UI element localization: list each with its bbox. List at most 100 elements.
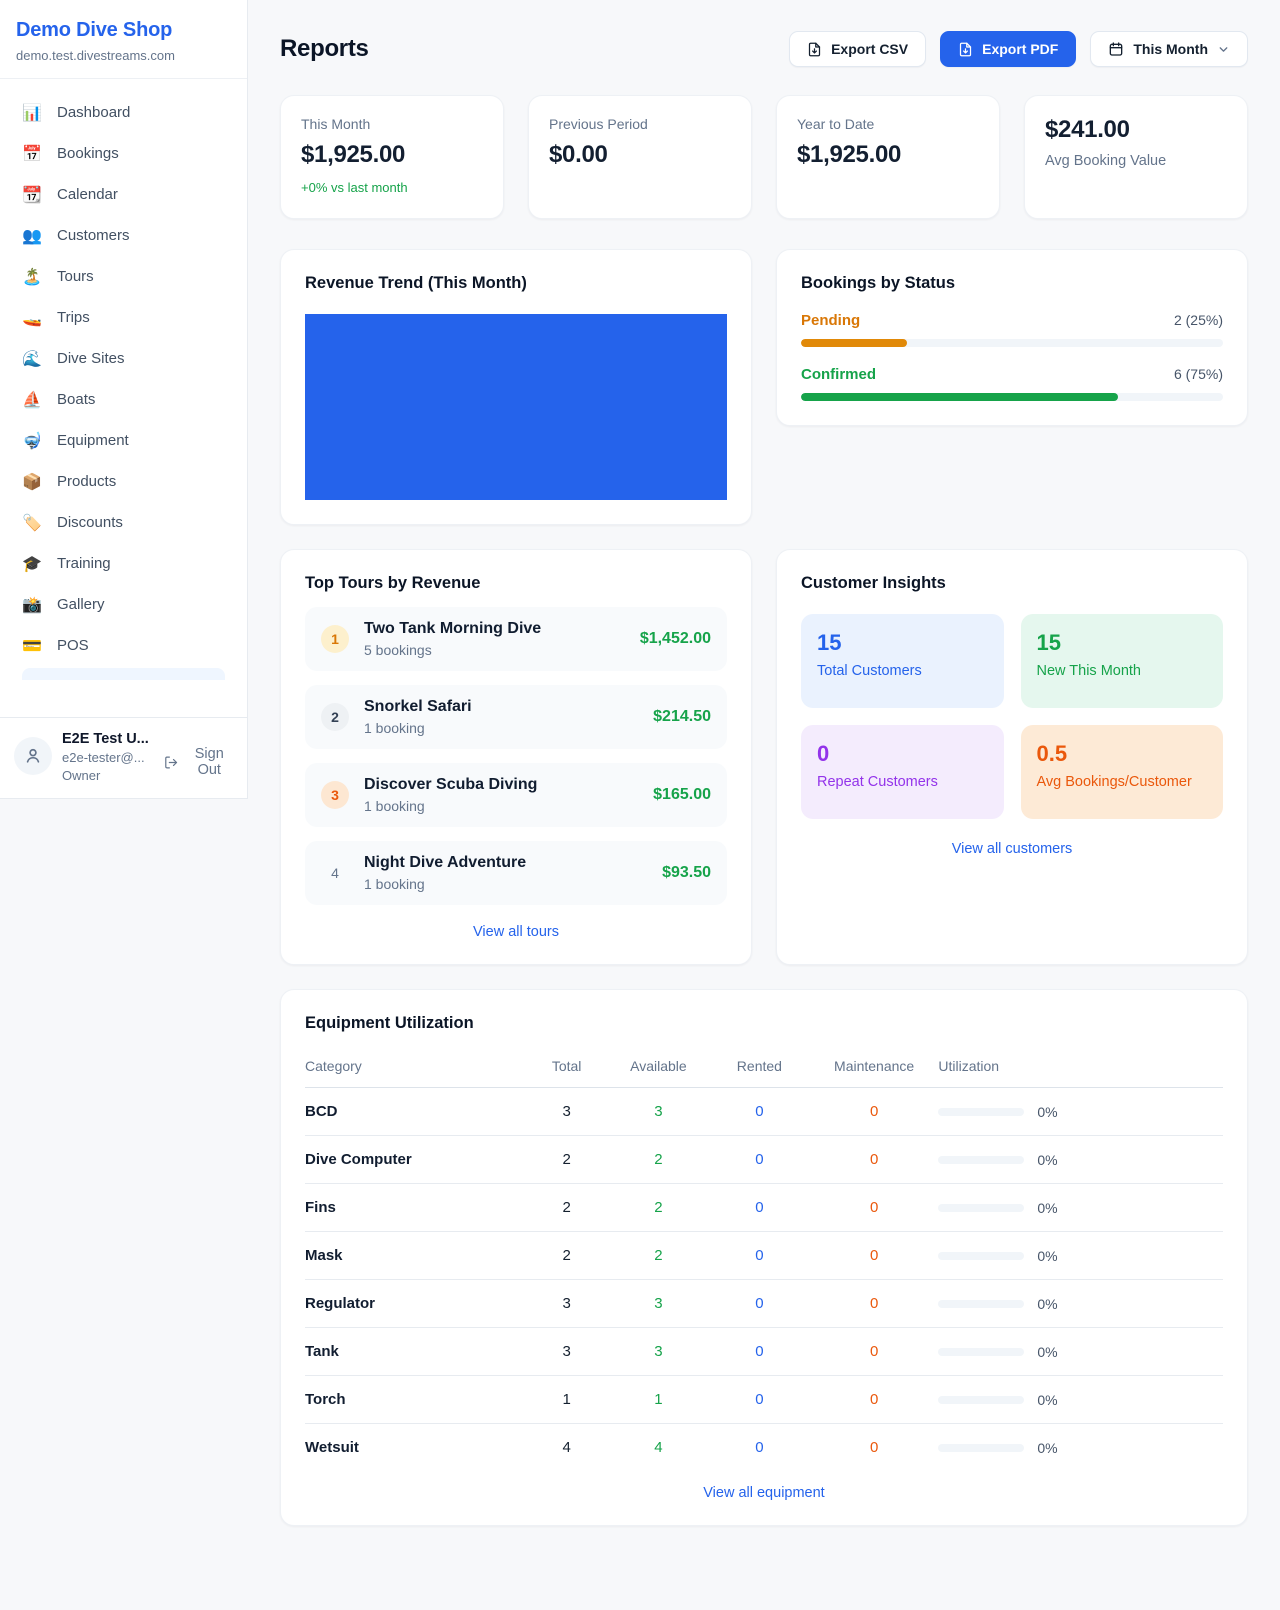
person-icon: [26, 748, 40, 763]
rank-badge: 3: [321, 781, 349, 809]
sidebar-item-calendar[interactable]: 📆 Calendar: [12, 174, 235, 215]
cell-rented: 0: [708, 1279, 810, 1328]
cell-category: Regulator: [305, 1279, 526, 1328]
sidebar-item-bookings[interactable]: 📅 Bookings: [12, 133, 235, 174]
sidebar-item-gallery[interactable]: 📸 Gallery: [12, 584, 235, 625]
sidebar-item-label: Dive Sites: [57, 350, 125, 367]
view-all-equipment-link[interactable]: View all equipment: [703, 1485, 825, 1501]
utilization-percent: 0%: [1037, 1199, 1058, 1216]
insights-grid: 15 Total Customers 15 New This Month 0 R…: [801, 614, 1223, 819]
export-pdf-label: Export PDF: [982, 41, 1059, 57]
sidebar-item-products[interactable]: 📦 Products: [12, 461, 235, 502]
header-actions: Export CSV Export PDF This Month: [789, 31, 1248, 67]
export-csv-button[interactable]: Export CSV: [789, 31, 927, 67]
cell-maintenance: 0: [809, 1231, 939, 1280]
export-pdf-button[interactable]: Export PDF: [940, 31, 1077, 67]
sign-out-label: Sign Out: [194, 746, 224, 778]
insight-value: 0.5: [1036, 741, 1068, 766]
tour-amount: $165.00: [653, 786, 711, 803]
stat-card-this-month: This Month $1,925.00 +0% vs last month: [280, 95, 504, 219]
logout-icon: [165, 756, 178, 768]
view-all-customers-link[interactable]: View all customers: [951, 841, 1073, 857]
sidebar-item-training[interactable]: 🎓 Training: [12, 543, 235, 584]
tour-name: Two Tank Morning Dive: [364, 620, 542, 637]
sidebar-item-trips[interactable]: 🚤 Trips: [12, 297, 235, 338]
sidebar-item-dive-sites[interactable]: 🌊 Dive Sites: [12, 338, 235, 379]
user-panel: E2E Test U... e2e-tester@... Owner Sign …: [0, 717, 247, 798]
table-row: Fins 2 2 0 0 0%: [305, 1183, 1223, 1232]
insight-repeat-customers: 0 Repeat Customers: [801, 725, 1004, 819]
file-download-icon: [808, 42, 821, 56]
view-all-tours-link[interactable]: View all tours: [473, 924, 559, 940]
stat-label: Avg Booking Value: [1045, 153, 1167, 169]
cell-available: 2: [607, 1231, 709, 1280]
cell-utilization: 0%: [938, 1279, 1223, 1328]
sign-out-button[interactable]: Sign Out: [164, 746, 233, 778]
equipment-table: Category Total Available Rented Maintena…: [305, 1048, 1223, 1471]
sidebar-item-label: Equipment: [57, 432, 129, 449]
tour-name: Discover Scuba Diving: [364, 776, 538, 793]
table-row: Dive Computer 2 2 0 0 0%: [305, 1135, 1223, 1184]
status-value: 2 (25%): [1173, 312, 1223, 328]
sidebar-item-label: POS: [57, 637, 89, 654]
sidebar-item-label: Products: [57, 473, 117, 490]
cell-maintenance: 0: [809, 1087, 939, 1136]
sidebar-item-pos[interactable]: 💳 POS: [12, 625, 235, 666]
sidebar: Demo Dive Shop demo.test.divestreams.com…: [0, 0, 248, 799]
stat-label: Previous Period: [549, 116, 648, 132]
main-content: Reports Export CSV Export PDF This Month: [248, 0, 1280, 1526]
cell-rented: 0: [708, 1087, 810, 1136]
period-select-button[interactable]: This Month: [1090, 31, 1248, 67]
cell-category: Wetsuit: [305, 1439, 359, 1456]
stat-label: Year to Date: [797, 116, 875, 132]
charts-row: Revenue Trend (This Month) Bookings by S…: [280, 249, 1248, 965]
sidebar-item-discounts[interactable]: 🏷️ Discounts: [12, 502, 235, 543]
sidebar-item-boats[interactable]: ⛵ Boats: [12, 379, 235, 420]
stat-card-previous-period: Previous Period $0.00: [528, 95, 752, 219]
cell-available: 2: [607, 1183, 709, 1232]
tour-name: Night Dive Adventure: [364, 854, 527, 871]
sidebar-item-equipment[interactable]: 🤿 Equipment: [12, 420, 235, 461]
brand-domain: demo.test.divestreams.com: [16, 48, 175, 63]
user-role: Owner: [62, 768, 101, 783]
utilization-bar: [938, 1107, 1025, 1116]
utilization-percent: 0%: [1037, 1343, 1058, 1360]
table-row: Wetsuit 4 4 0 0 0%: [305, 1424, 1223, 1472]
utilization-bar: [938, 1395, 1025, 1404]
customers-icon: 👥: [22, 226, 42, 245]
customer-insights-panel: Customer Insights 15 Total Customers 15 …: [776, 549, 1248, 965]
cell-utilization: 0%: [938, 1424, 1223, 1472]
tours-island-icon: 🏝️: [22, 267, 42, 286]
cell-available: 3: [607, 1087, 709, 1136]
insight-label: Avg Bookings/Customer: [1036, 774, 1192, 790]
tour-bookings: 1 booking: [364, 720, 425, 736]
sidebar-item-dashboard[interactable]: 📊 Dashboard: [12, 92, 235, 133]
trips-boat-icon: 🚤: [22, 308, 42, 327]
sidebar-item-label: Dashboard: [57, 104, 131, 121]
tour-amount: $93.50: [662, 864, 711, 881]
sidebar-item-label: Trips: [57, 309, 90, 326]
sidebar-item-label: Bookings: [57, 145, 119, 162]
sidebar-item-customers[interactable]: 👥 Customers: [12, 215, 235, 256]
revenue-trend-title: Revenue Trend (This Month): [305, 274, 527, 292]
utilization-bar: [938, 1251, 1025, 1260]
table-row: Torch 1 1 0 0 0%: [305, 1375, 1223, 1424]
file-download-icon: [959, 42, 972, 56]
calendar-icon: 📆: [22, 185, 42, 204]
user-info: E2E Test U... e2e-tester@... Owner: [62, 731, 154, 783]
sidebar-active-item-partial[interactable]: [22, 668, 225, 680]
utilization-bar: [938, 1443, 1025, 1452]
stat-value: $1,925.00: [301, 141, 406, 168]
status-progress-track: [801, 339, 1223, 347]
top-tours-title: Top Tours by Revenue: [305, 574, 481, 592]
cell-utilization: 0%: [938, 1375, 1223, 1424]
stat-value: $241.00: [1045, 116, 1130, 143]
utilization-bar: [938, 1203, 1025, 1212]
sidebar-item-tours[interactable]: 🏝️ Tours: [12, 256, 235, 297]
utilization-percent: 0%: [1037, 1247, 1058, 1264]
cell-category: Fins: [305, 1183, 526, 1232]
credit-card-icon: 💳: [22, 636, 42, 655]
cell-total: 3: [525, 1087, 608, 1136]
stat-card-avg-booking-value: $241.00 Avg Booking Value: [1024, 95, 1248, 219]
wave-icon: 🌊: [22, 349, 42, 368]
